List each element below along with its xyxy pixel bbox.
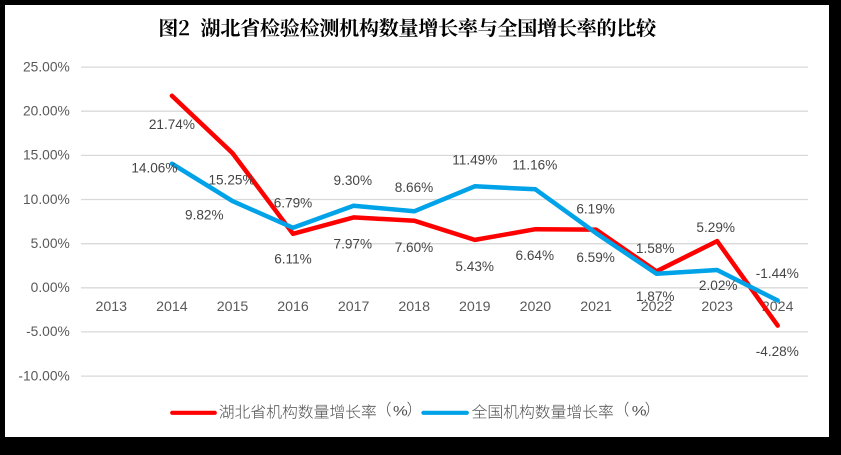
svg-text:15.00%: 15.00% — [23, 148, 70, 163]
svg-text:21.74%: 21.74% — [149, 117, 195, 132]
svg-text:-5.00%: -5.00% — [26, 324, 70, 339]
svg-text:9.82%: 9.82% — [185, 207, 224, 222]
svg-text:6.11%: 6.11% — [274, 252, 312, 267]
svg-text:5.43%: 5.43% — [455, 259, 494, 274]
svg-text:15.25%: 15.25% — [208, 172, 254, 187]
svg-text:9.30%: 9.30% — [334, 173, 373, 188]
svg-text:-1.44%: -1.44% — [756, 266, 799, 281]
svg-text:2017: 2017 — [338, 299, 370, 315]
svg-text:2023: 2023 — [701, 299, 733, 315]
svg-text:5.29%: 5.29% — [696, 220, 735, 235]
svg-text:0.00%: 0.00% — [31, 280, 70, 295]
svg-text:11.16%: 11.16% — [512, 158, 557, 173]
svg-text:6.59%: 6.59% — [576, 250, 615, 265]
svg-text:%: % — [393, 404, 408, 420]
svg-text:2016: 2016 — [277, 299, 309, 315]
svg-text:10.00%: 10.00% — [23, 192, 70, 207]
svg-text:2019: 2019 — [459, 299, 491, 315]
svg-text:1.87%: 1.87% — [636, 289, 675, 304]
svg-text:2013: 2013 — [96, 299, 128, 315]
svg-text:%: % — [632, 404, 647, 420]
svg-text:2018: 2018 — [398, 299, 430, 315]
svg-text:25.00%: 25.00% — [23, 59, 70, 74]
svg-text:2021: 2021 — [580, 299, 612, 315]
svg-text:2014: 2014 — [156, 299, 188, 315]
svg-text:6.79%: 6.79% — [274, 196, 313, 211]
svg-text:14.06%: 14.06% — [131, 161, 177, 176]
svg-text:7.97%: 7.97% — [334, 237, 373, 252]
svg-text:2.02%: 2.02% — [699, 278, 738, 293]
svg-text:2020: 2020 — [520, 299, 552, 315]
svg-text:1.58%: 1.58% — [636, 241, 675, 256]
svg-text:7.60%: 7.60% — [395, 240, 434, 255]
svg-text:6.19%: 6.19% — [576, 202, 615, 217]
svg-text:2022: 2022 — [641, 299, 673, 315]
svg-text:11.49%: 11.49% — [452, 152, 497, 167]
svg-text:-4.28%: -4.28% — [756, 344, 799, 359]
svg-text:6.64%: 6.64% — [516, 248, 555, 263]
svg-text:5.00%: 5.00% — [31, 236, 70, 251]
svg-text:20.00%: 20.00% — [23, 104, 70, 119]
svg-text:8.66%: 8.66% — [395, 180, 434, 195]
svg-text:-10.00%: -10.00% — [18, 368, 69, 383]
svg-text:2015: 2015 — [217, 299, 249, 315]
